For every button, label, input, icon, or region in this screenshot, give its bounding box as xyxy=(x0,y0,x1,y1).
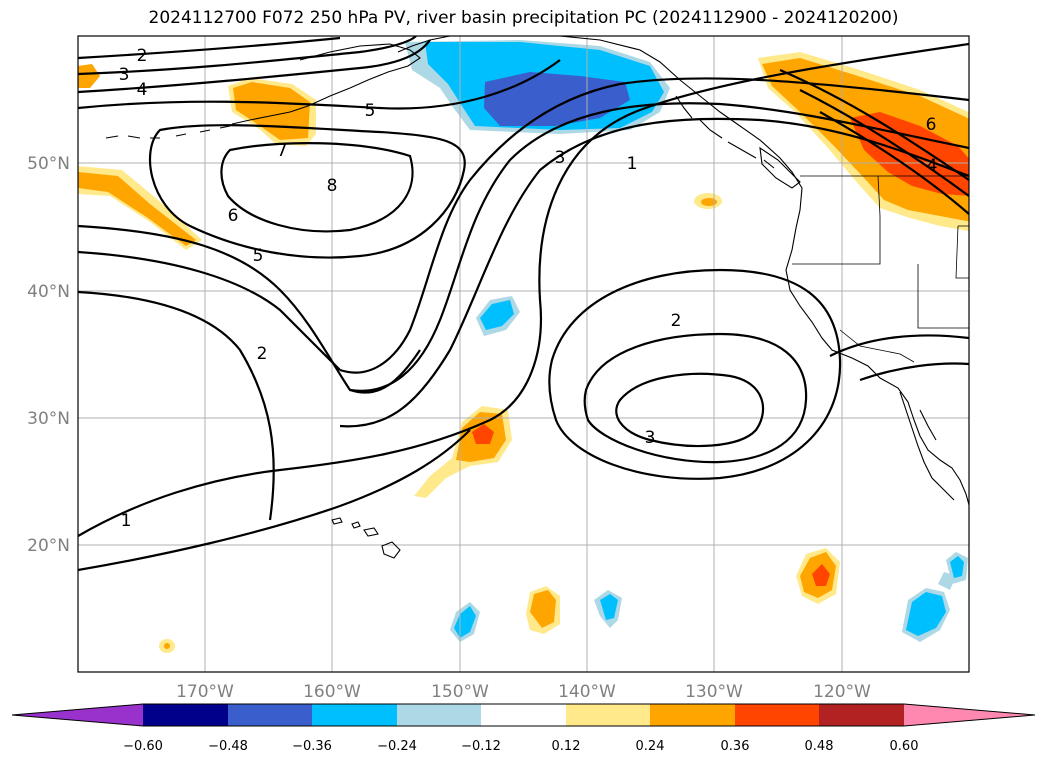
negative-shading-mid-pacific xyxy=(476,296,520,336)
contour-label: 7 xyxy=(277,141,288,161)
contour-label: 3 xyxy=(555,148,566,168)
contour-label: 2 xyxy=(257,344,268,364)
colorbar-segment xyxy=(228,704,312,726)
contour-label: 1 xyxy=(121,511,132,531)
contour-label: 6 xyxy=(228,206,239,226)
lat-label-50n: 50°N xyxy=(27,154,70,174)
lat-label-40n: 40°N xyxy=(27,282,70,302)
colorbar-extend-left xyxy=(12,704,143,726)
colorbar-segment xyxy=(143,704,228,726)
contour-label: 3 xyxy=(119,65,130,85)
colorbar-segment xyxy=(481,704,566,726)
colorbar: −0.60 −0.48 −0.36 −0.24 −0.12 0.12 0.24 … xyxy=(11,703,1036,754)
contour-label: 4 xyxy=(137,80,148,100)
contour-label: 4 xyxy=(927,156,938,176)
colorbar-segment xyxy=(735,704,819,726)
positive-shading-tiny-south xyxy=(159,639,175,653)
lon-label-140w: 140°W xyxy=(558,682,616,702)
contour-labels: 2 3 4 5 7 8 6 5 2 1 3 1 2 3 6 4 xyxy=(119,46,938,531)
negative-shading-south-3 xyxy=(902,552,968,642)
colorbar-ticks: −0.60 −0.48 −0.36 −0.24 −0.12 0.12 0.24 … xyxy=(123,739,918,754)
map-frame xyxy=(77,35,970,673)
lon-label-150w: 150°W xyxy=(431,682,489,702)
colorbar-segment xyxy=(819,704,904,726)
lon-label-160w: 160°W xyxy=(303,682,361,702)
colorbar-tick: 0.12 xyxy=(552,739,581,754)
positive-shading-south-2 xyxy=(796,548,840,604)
lon-label-120w: 120°W xyxy=(813,682,871,702)
contour-label: 5 xyxy=(253,246,264,266)
colorbar-extend-right xyxy=(904,704,1035,726)
lat-label-30n: 30°N xyxy=(27,409,70,429)
colorbar-tick: −0.12 xyxy=(461,739,501,754)
negative-shading-gulf-of-alaska xyxy=(405,40,670,134)
colorbar-tick: −0.36 xyxy=(292,739,332,754)
colorbar-tick: 0.36 xyxy=(721,739,750,754)
colorbar-segment xyxy=(397,704,481,726)
colorbar-segment xyxy=(650,704,735,726)
positive-shading-west-streak xyxy=(78,166,202,250)
colorbar-tick: 0.48 xyxy=(805,739,834,754)
positive-shading-top-left xyxy=(78,64,100,88)
positive-shading-small-offshore xyxy=(694,193,722,209)
contour-label: 1 xyxy=(627,154,638,174)
lon-label-170w: 170°W xyxy=(176,682,234,702)
map-title: 2024112700 F072 250 hPa PV, river basin … xyxy=(148,8,899,28)
colorbar-tick: 0.60 xyxy=(890,739,919,754)
contour-label: 2 xyxy=(137,46,148,66)
contour-label: 3 xyxy=(645,428,656,448)
colorbar-outline xyxy=(11,703,1036,727)
colorbar-tick: 0.24 xyxy=(636,739,665,754)
lon-label-130w: 130°W xyxy=(685,682,743,702)
colorbar-segment xyxy=(312,704,397,726)
colorbar-tick: −0.60 xyxy=(123,739,163,754)
longitude-labels: 170°W 160°W 150°W 140°W 130°W 120°W xyxy=(176,682,871,702)
latitude-labels: 50°N 40°N 30°N 20°N xyxy=(27,154,70,556)
contour-label: 2 xyxy=(671,311,682,331)
negative-shading-south-2 xyxy=(594,590,622,628)
colorbar-tick: −0.48 xyxy=(208,739,248,754)
pv-contours xyxy=(78,36,969,572)
positive-shading-south-1 xyxy=(526,586,560,634)
lat-label-20n: 20°N xyxy=(27,536,70,556)
contour-label: 8 xyxy=(327,176,338,196)
positive-shading-subtropical xyxy=(414,406,512,498)
contour-label: 5 xyxy=(365,101,376,121)
colorbar-segment xyxy=(566,704,650,726)
negative-shading-south-1 xyxy=(450,602,480,642)
colorbar-tick: −0.24 xyxy=(377,739,417,754)
positive-shading-aleutian xyxy=(228,78,316,146)
contour-label: 6 xyxy=(926,115,937,135)
